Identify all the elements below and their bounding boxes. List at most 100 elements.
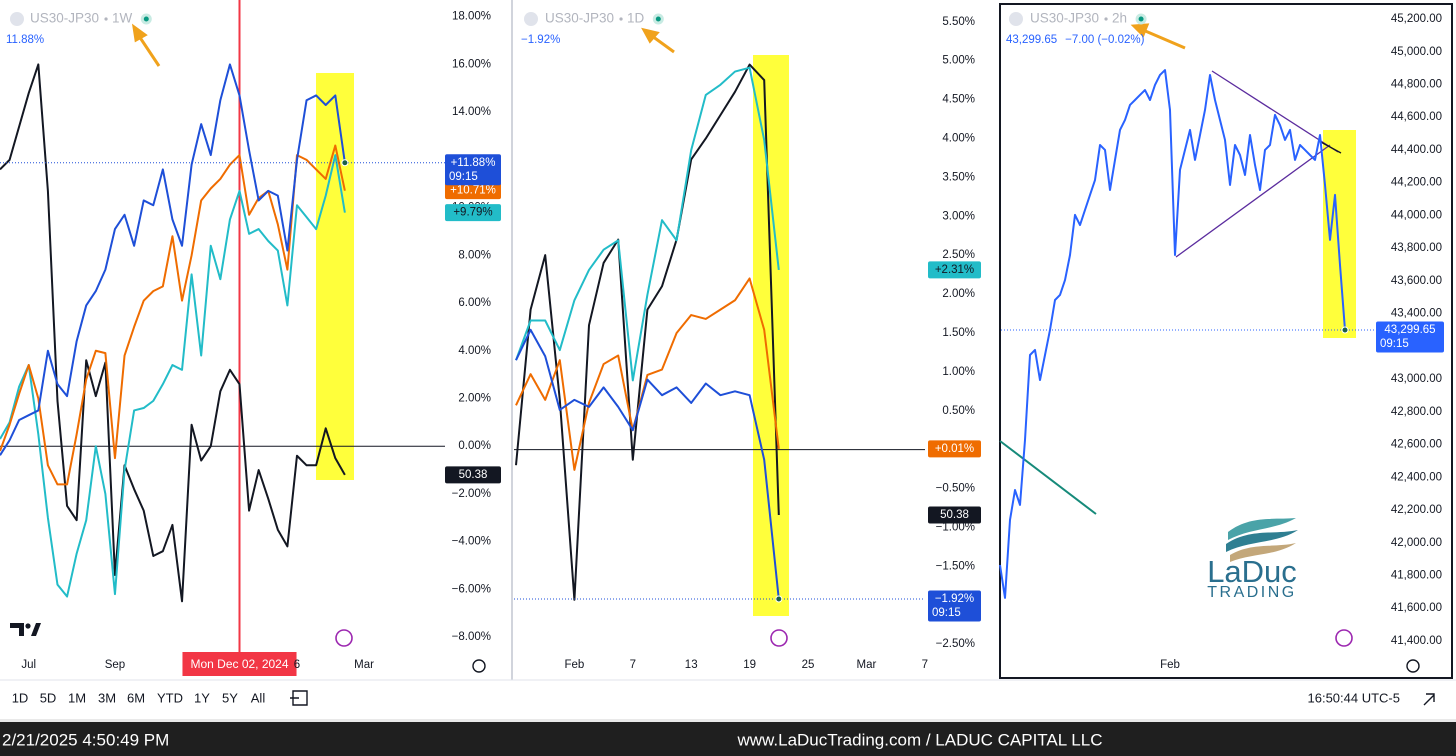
- y-tick-label: 43,800.00: [1391, 242, 1442, 254]
- price-tag: [445, 466, 501, 484]
- y-tick-label: 42,200.00: [1391, 504, 1442, 516]
- legend-value: 43,299.65: [1006, 34, 1057, 46]
- price-tag: [445, 204, 501, 222]
- price-tag-label: +2.31%: [935, 264, 974, 276]
- alert-icon[interactable]: [770, 629, 788, 647]
- legend-symbol: US30-JP30: [30, 11, 99, 26]
- y-tick-label: −1.50%: [936, 560, 975, 572]
- series-line: [0, 144, 346, 486]
- wave: [1226, 530, 1298, 552]
- series-line: [999, 69, 1346, 599]
- x-tick-label: Feb: [564, 659, 584, 671]
- series-line: [515, 328, 780, 600]
- range-button[interactable]: 1M: [68, 690, 86, 705]
- range-button[interactable]: 5D: [40, 690, 57, 705]
- last-point: [1341, 326, 1349, 334]
- arrow: [137, 35, 161, 67]
- price-tag: [928, 590, 981, 622]
- price-tag: [928, 506, 981, 524]
- y-tick-label: −6.00%: [452, 583, 491, 595]
- y-tick-label: 41,800.00: [1391, 569, 1442, 581]
- last-point: [341, 159, 349, 167]
- y-tick-label: 45,200.00: [1391, 13, 1442, 25]
- y-tick-label: 41,600.00: [1391, 602, 1442, 614]
- highlight: [1323, 130, 1356, 338]
- countdown-label: 09:15: [449, 171, 478, 183]
- range-button[interactable]: 1Y: [194, 690, 210, 705]
- x-tick-label: 7: [922, 659, 928, 671]
- x-tick-label: 7: [630, 659, 636, 671]
- settings-icon[interactable]: [472, 659, 486, 673]
- divider: [0, 719, 1456, 722]
- alert-icon[interactable]: [335, 629, 353, 647]
- y-tick-label: 3.00%: [942, 210, 975, 222]
- y-tick-label: −1.00%: [936, 521, 975, 533]
- price-tag: [928, 440, 981, 458]
- series-line: [0, 63, 346, 456]
- y-tick-label: 42,800.00: [1391, 406, 1442, 418]
- logo-part: [25, 623, 31, 629]
- watermark-title: LaDuc: [1207, 554, 1297, 589]
- y-tick-label: 0.00%: [458, 440, 491, 452]
- x-tick-label: Mar: [856, 659, 876, 671]
- y-tick-label: 14.00%: [452, 106, 491, 118]
- y-tick-label: −2.00%: [452, 488, 491, 500]
- x-tick-label: 6: [294, 659, 300, 671]
- symbol-icon: [524, 12, 538, 26]
- gear-icons: [472, 659, 1420, 673]
- price-tag: [1376, 321, 1444, 353]
- y-tick-label: 2.00%: [458, 393, 491, 405]
- toolbar: 1D 5D 1M 3M 6M YTD 1Y 5Y All: [12, 690, 266, 705]
- y-tick-label: 44,000.00: [1391, 209, 1442, 221]
- x-tick-label: Feb: [1160, 659, 1180, 671]
- price-tag-label: +11.88%: [451, 157, 496, 169]
- trendline: [1318, 140, 1342, 154]
- range-button[interactable]: 6M: [127, 690, 145, 705]
- symbol-icon: [1009, 12, 1023, 26]
- active-panel-border: [999, 3, 1453, 679]
- legend-value: −1.92%: [521, 34, 560, 46]
- settings-icon[interactable]: [1406, 659, 1420, 673]
- y-tick-label: 44,800.00: [1391, 78, 1442, 90]
- y-tick-label: 4.50%: [942, 94, 975, 106]
- alert-icon[interactable]: [1335, 629, 1353, 647]
- icons: [335, 629, 1353, 647]
- crosshair-label: Mon Dec 02, 2024: [190, 657, 288, 671]
- series-line: [515, 66, 780, 382]
- wave: [1230, 543, 1296, 562]
- range-button[interactable]: 3M: [98, 690, 116, 705]
- x-tick-label: 25: [802, 659, 815, 671]
- trendline: [999, 440, 1097, 515]
- series-line: [515, 277, 780, 471]
- arrow-head: [641, 27, 660, 44]
- countdown-label: 09:15: [1380, 338, 1409, 350]
- y-tick-label: 5.00%: [942, 55, 975, 67]
- series-line: [0, 154, 346, 598]
- range-button[interactable]: YTD: [157, 690, 183, 705]
- legend-symbol: US30-JP30: [545, 11, 614, 26]
- tv-logo: [10, 623, 41, 636]
- x-tick-label: Jul: [21, 659, 36, 671]
- range-button[interactable]: 5Y: [222, 690, 238, 705]
- y-tick-label: 44,200.00: [1391, 177, 1442, 189]
- price-tag-label: 43,299.65: [1384, 324, 1435, 336]
- x-tick-label: Sep: [105, 659, 125, 671]
- footer-timestamp: 2/21/2025 4:50:49 PM: [2, 730, 169, 749]
- y-tick-label: −2.50%: [936, 638, 975, 650]
- y-tick-label: 3.50%: [942, 171, 975, 183]
- y-tick-label: 2.00%: [942, 288, 975, 300]
- y-tick-label: 41,400.00: [1391, 635, 1442, 647]
- fullscreen-icon[interactable]: [1423, 693, 1435, 706]
- logo-part: [10, 623, 24, 636]
- y-tick-label: −4.00%: [452, 536, 491, 548]
- y-tick-label: 43,000.00: [1391, 373, 1442, 385]
- y-tick-label: 44,400.00: [1391, 144, 1442, 156]
- arrow-head: [1130, 23, 1150, 38]
- market-status: [1135, 13, 1147, 25]
- range-button[interactable]: 1D: [12, 690, 29, 705]
- legend-symbol: US30-JP30: [1030, 11, 1099, 26]
- y-tick-label: 4.00%: [942, 132, 975, 144]
- date-range-icon[interactable]: [290, 690, 308, 706]
- range-button[interactable]: All: [251, 690, 266, 705]
